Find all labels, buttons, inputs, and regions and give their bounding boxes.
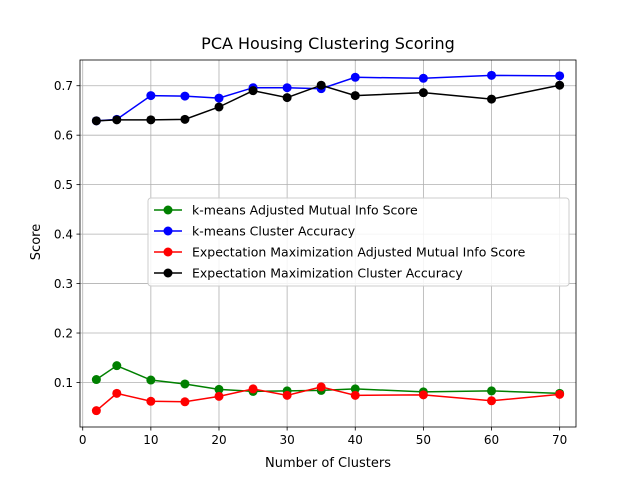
data-point bbox=[180, 91, 190, 101]
data-point bbox=[350, 384, 360, 394]
x-tick-label: 60 bbox=[484, 433, 499, 447]
legend-label: k-means Cluster Accuracy bbox=[192, 224, 356, 239]
x-axis-label: Number of Clusters bbox=[265, 456, 391, 471]
y-tick-label: 0.5 bbox=[54, 178, 73, 192]
data-point bbox=[555, 389, 565, 399]
data-point bbox=[487, 70, 497, 80]
x-tick-label: 30 bbox=[279, 433, 294, 447]
data-point bbox=[487, 94, 497, 104]
data-point bbox=[146, 115, 156, 125]
data-point bbox=[282, 93, 292, 103]
data-point bbox=[248, 384, 258, 394]
data-point bbox=[214, 102, 224, 112]
series-line bbox=[96, 74, 560, 122]
data-point bbox=[180, 114, 190, 124]
legend-item: k-means Adjusted Mutual Info Score bbox=[154, 203, 418, 218]
y-tick-label: 0.4 bbox=[54, 228, 73, 242]
legend-marker bbox=[163, 205, 173, 215]
y-tick-label: 0.3 bbox=[54, 277, 73, 291]
data-point bbox=[418, 88, 428, 98]
series-line bbox=[96, 84, 560, 122]
data-point bbox=[487, 386, 497, 396]
data-point bbox=[91, 375, 101, 385]
legend-marker bbox=[163, 226, 173, 236]
data-point bbox=[555, 80, 565, 90]
data-point bbox=[555, 71, 565, 81]
legend: k-means Adjusted Mutual Info Score k-mean… bbox=[147, 197, 570, 287]
data-point bbox=[282, 83, 292, 93]
data-point bbox=[146, 396, 156, 406]
chart-title: PCA Housing Clustering Scoring bbox=[201, 34, 455, 53]
x-tick-label: 0 bbox=[79, 433, 87, 447]
data-point bbox=[91, 406, 101, 416]
data-point bbox=[316, 382, 326, 392]
x-tick-label: 20 bbox=[211, 433, 226, 447]
data-point bbox=[214, 391, 224, 401]
series-group bbox=[91, 80, 565, 126]
data-point bbox=[248, 86, 258, 96]
axes-frame bbox=[79, 59, 577, 428]
legend-item: k-means Cluster Accuracy bbox=[154, 224, 356, 239]
legend-item: Expectation Maximization Cluster Accurac… bbox=[154, 266, 463, 281]
data-point bbox=[282, 390, 292, 400]
legend-label: Expectation Maximization Adjusted Mutual… bbox=[192, 245, 526, 260]
legend-marker bbox=[163, 268, 173, 278]
x-tick-label: 40 bbox=[348, 433, 363, 447]
data-point bbox=[112, 115, 122, 125]
data-point bbox=[112, 388, 122, 398]
data-point bbox=[112, 361, 122, 371]
y-tick-label: 0.2 bbox=[54, 327, 73, 341]
y-axis-label: Score bbox=[29, 224, 44, 260]
data-point bbox=[350, 390, 360, 400]
data-point bbox=[91, 116, 101, 126]
series-line bbox=[95, 364, 560, 395]
data-point bbox=[214, 384, 224, 394]
legend-item: Expectation Maximization Adjusted Mutual… bbox=[154, 245, 526, 260]
data-point bbox=[180, 397, 190, 407]
data-point bbox=[487, 396, 497, 406]
x-tick-label: 10 bbox=[143, 433, 158, 447]
legend-marker bbox=[163, 247, 173, 257]
y-tick-label: 0.6 bbox=[54, 129, 73, 143]
data-point bbox=[146, 91, 156, 101]
data-point bbox=[180, 379, 190, 389]
data-point bbox=[316, 80, 326, 90]
y-tick-label: 0.1 bbox=[54, 376, 73, 390]
data-point bbox=[350, 72, 360, 82]
data-point bbox=[214, 93, 224, 103]
series-line bbox=[95, 386, 560, 412]
x-tick-label: 70 bbox=[552, 433, 567, 447]
legend-box bbox=[147, 197, 570, 287]
data-point bbox=[146, 375, 156, 385]
x-tick-label: 50 bbox=[416, 433, 431, 447]
series-group bbox=[91, 382, 565, 416]
data-point bbox=[350, 91, 360, 101]
legend-label: Expectation Maximization Cluster Accurac… bbox=[192, 266, 463, 281]
data-point bbox=[418, 390, 428, 400]
data-point bbox=[418, 73, 428, 83]
legend-label: k-means Adjusted Mutual Info Score bbox=[192, 203, 418, 218]
y-tick-label: 0.7 bbox=[54, 79, 73, 93]
